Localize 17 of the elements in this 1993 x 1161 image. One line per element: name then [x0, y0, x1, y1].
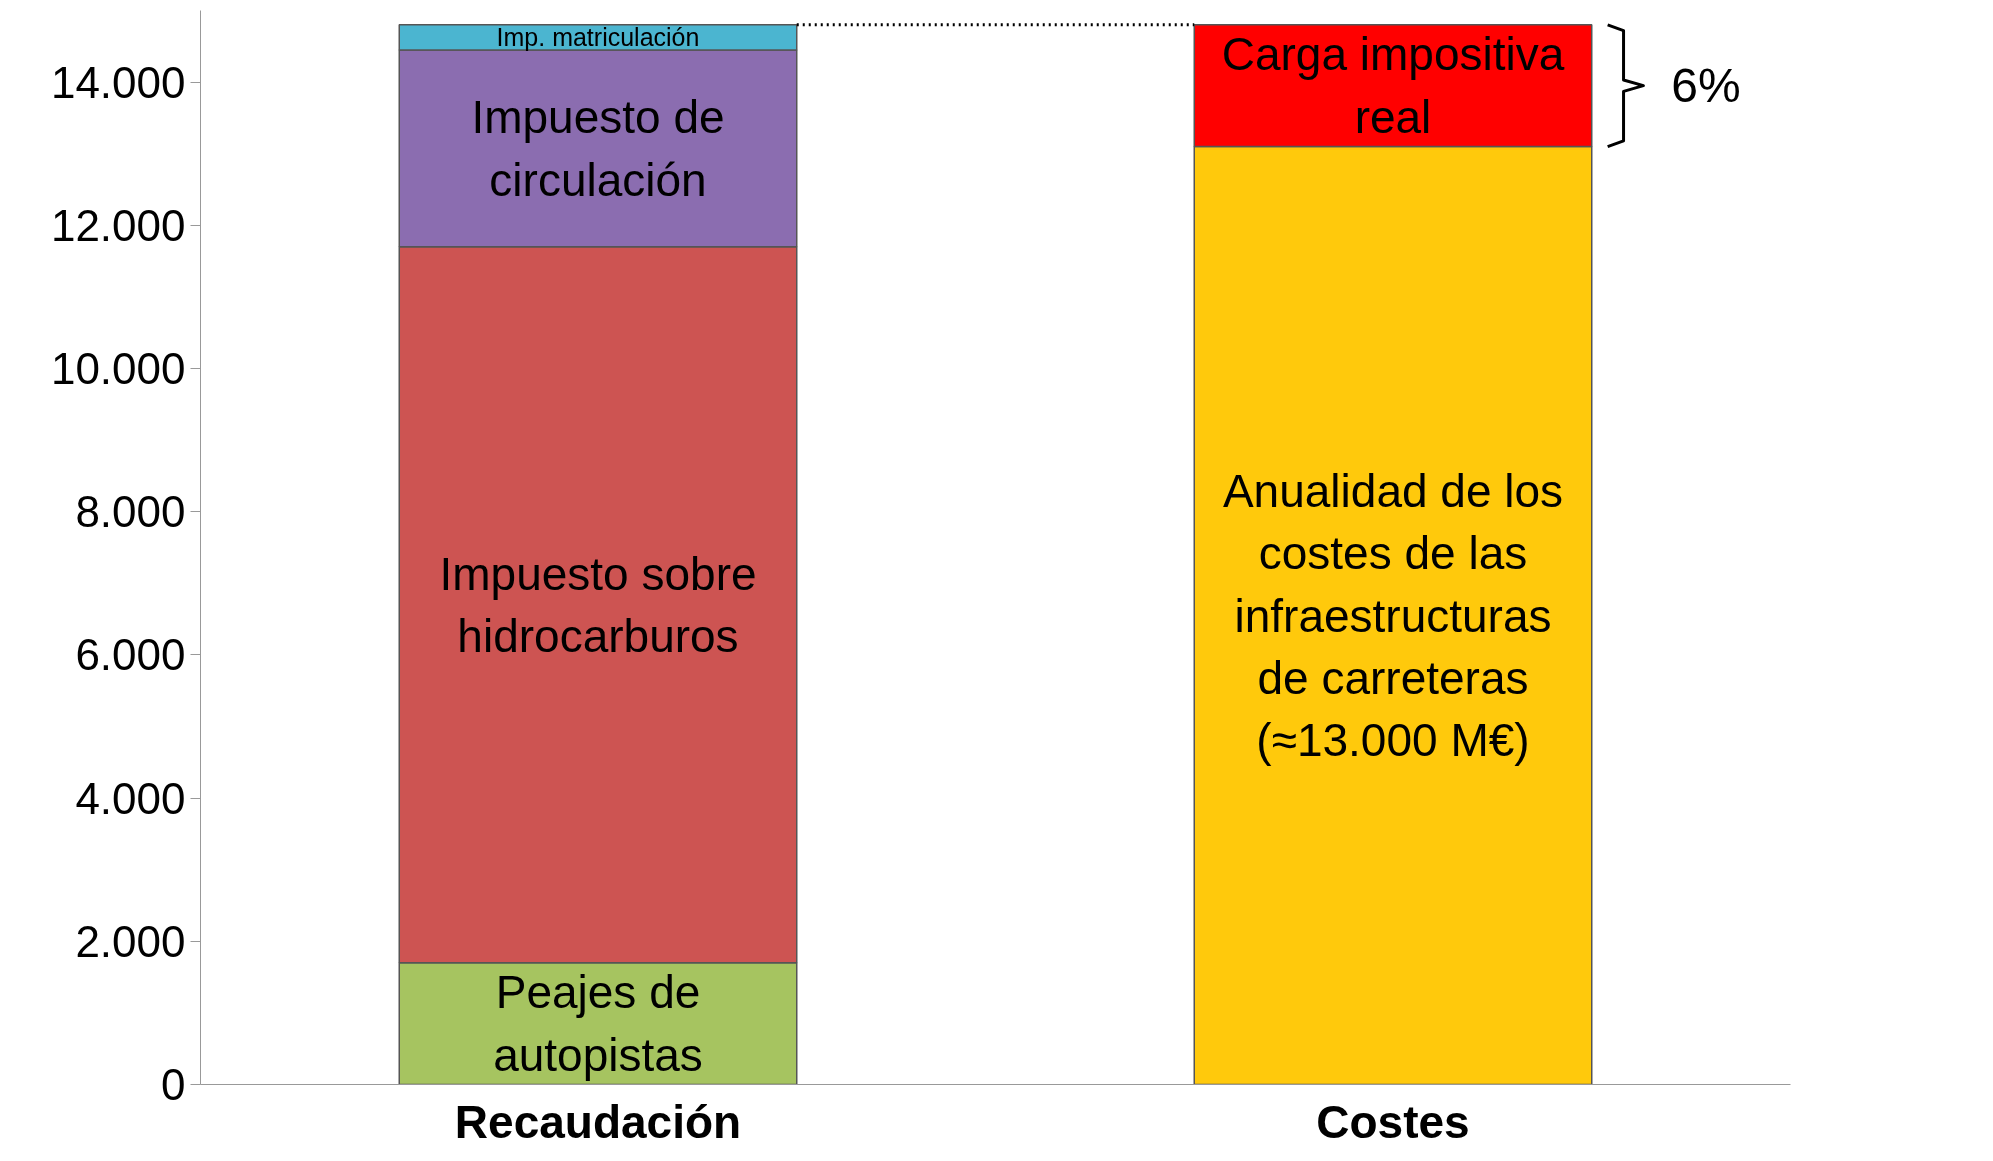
- y-tick-label: 12.000: [50, 200, 186, 250]
- y-tick-label: 2.000: [75, 916, 186, 966]
- y-tick-label: 10.000: [50, 344, 186, 393]
- series-label: Anualidad de los costes de las infraestructuras de carreteras (≈13.000 M€): [1222, 464, 1564, 767]
- y-tick-label: 6.000: [75, 630, 186, 680]
- x-tick-label: Costes: [1316, 1095, 1470, 1148]
- x-tick-label: Recaudación: [454, 1095, 742, 1148]
- annotation: 6%: [1671, 59, 1741, 113]
- y-tick-label: 4.000: [75, 773, 186, 823]
- y-tick-label: 14.000: [50, 57, 186, 107]
- series-label: Carga impositiva real: [1221, 28, 1565, 143]
- series-label: Impuesto de circulación: [471, 91, 725, 206]
- series-label: Peajes de autopistas: [493, 966, 703, 1081]
- series-label: Impuesto sobre hidrocarburos: [439, 547, 757, 662]
- series-label: Imp. matriculación: [496, 23, 700, 52]
- y-tick-label: 0: [161, 1060, 186, 1109]
- y-tick-label: 8.000: [75, 487, 186, 537]
